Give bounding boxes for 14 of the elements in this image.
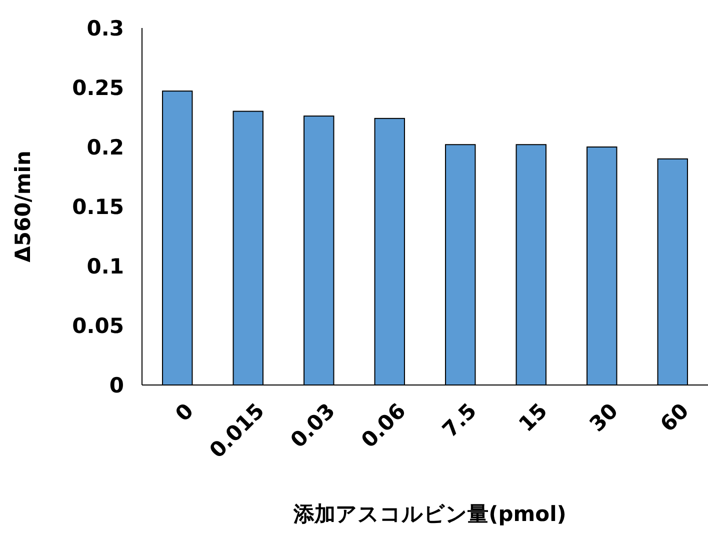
x-axis-title: 添加アスコルビン量(pmol) bbox=[292, 502, 566, 526]
x-tick-label: 30 bbox=[584, 398, 623, 436]
y-axis-title: Δ560/min bbox=[11, 150, 35, 262]
y-tick-label: 0.1 bbox=[86, 254, 124, 278]
x-tick-label: 60 bbox=[656, 398, 694, 436]
y-tick-label: 0.25 bbox=[72, 76, 124, 100]
y-tick-label: 0.05 bbox=[72, 314, 124, 338]
x-tick-label: 15 bbox=[514, 398, 552, 436]
y-tick-label: 0.3 bbox=[86, 16, 124, 40]
x-tick-label: 7.5 bbox=[438, 398, 482, 442]
y-tick-label: 0.2 bbox=[86, 135, 124, 160]
y-tick-label: 0 bbox=[109, 373, 124, 398]
x-tick-label: 0 bbox=[170, 398, 198, 426]
y-tick-label: 0.15 bbox=[72, 194, 124, 219]
